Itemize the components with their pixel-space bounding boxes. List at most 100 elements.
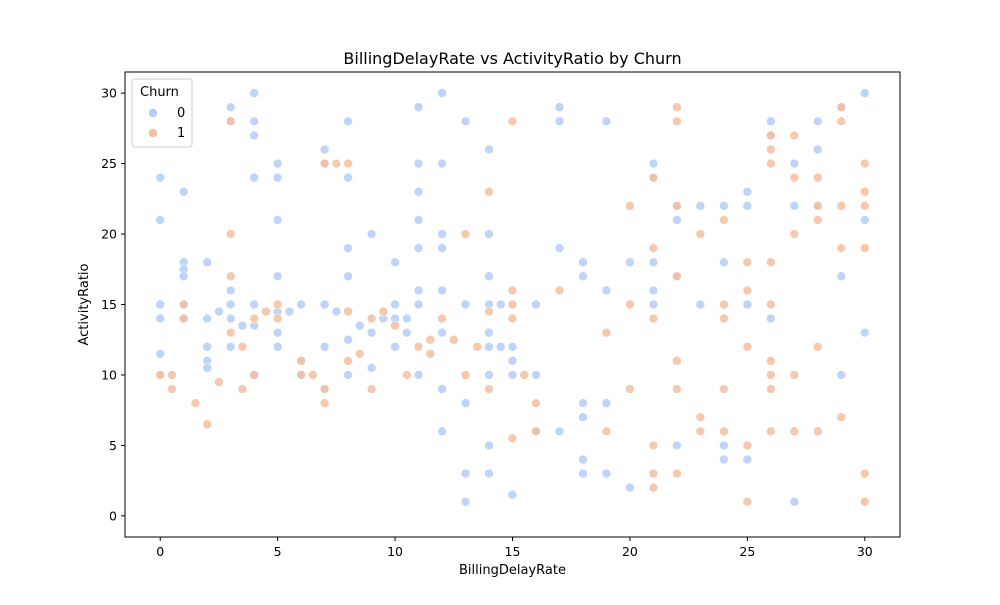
scatter-point-churn-1	[308, 370, 318, 380]
scatter-point-churn-1	[812, 201, 823, 211]
scatter-point-churn-0	[578, 257, 588, 268]
scatter-point-churn-1	[766, 384, 776, 394]
scatter-point-churn-1	[225, 327, 236, 338]
scatter-point-churn-1	[695, 229, 706, 239]
scatter-point-churn-0	[484, 271, 494, 282]
y-axis-label: ActivityRatio	[77, 263, 92, 345]
scatter-point-churn-0	[601, 116, 612, 127]
scatter-point-churn-0	[554, 102, 565, 113]
scatter-point-churn-0	[319, 341, 330, 352]
scatter-point-churn-0	[390, 257, 400, 268]
scatter-point-churn-0	[413, 299, 424, 310]
scatter-point-churn-0	[672, 440, 682, 451]
scatter-point-churn-1	[742, 440, 753, 451]
scatter-point-churn-0	[578, 468, 588, 479]
scatter-point-churn-0	[460, 468, 471, 479]
x-tick-label: 5	[274, 544, 282, 559]
y-tick-label: 15	[101, 297, 117, 312]
legend-title: Churn	[140, 85, 179, 100]
scatter-point-churn-0	[413, 186, 424, 197]
scatter-point-churn-0	[272, 215, 283, 225]
scatter-point-churn-1	[789, 229, 800, 239]
scatter-point-churn-0	[402, 313, 412, 324]
scatter-point-churn-0	[225, 102, 236, 113]
scatter-point-churn-0	[214, 306, 224, 317]
scatter-point-churn-1	[648, 468, 659, 479]
scatter-point-churn-0	[531, 370, 541, 380]
scatter-point-churn-1	[672, 356, 682, 366]
scatter-point-churn-1	[249, 370, 259, 380]
scatter-point-churn-0	[812, 144, 823, 155]
legend-label-churn-1: 1	[177, 126, 185, 141]
scatter-point-churn-1	[225, 271, 236, 282]
scatter-point-churn-1	[425, 349, 436, 359]
scatter-point-churn-1	[507, 285, 518, 296]
legend-marker-churn-0	[148, 108, 158, 118]
scatter-point-churn-0	[272, 327, 283, 338]
scatter-point-churn-1	[425, 334, 436, 345]
scatter-point-churn-0	[272, 172, 283, 183]
scatter-point-churn-1	[214, 377, 224, 387]
scatter-point-churn-1	[507, 116, 518, 127]
scatter-point-churn-0	[789, 201, 800, 211]
plot-area	[124, 71, 901, 538]
scatter-point-churn-0	[460, 496, 471, 507]
scatter-point-churn-0	[272, 271, 283, 282]
scatter-point-churn-0	[484, 327, 494, 338]
scatter-point-churn-0	[507, 489, 518, 500]
scatter-point-churn-1	[742, 285, 753, 296]
scatter-point-churn-1	[167, 384, 177, 394]
scatter-point-churn-0	[202, 313, 212, 324]
scatter-point-churn-1	[343, 158, 353, 169]
scatter-point-churn-0	[836, 370, 847, 380]
scatter-point-churn-0	[859, 88, 870, 98]
scatter-point-churn-1	[766, 130, 776, 141]
scatter-point-churn-0	[554, 426, 565, 437]
scatter-point-churn-1	[402, 370, 412, 380]
scatter-point-churn-1	[648, 313, 659, 324]
scatter-point-churn-0	[507, 356, 518, 366]
scatter-point-churn-1	[766, 144, 776, 155]
scatter-point-churn-0	[437, 285, 447, 296]
scatter-point-churn-0	[484, 341, 494, 352]
legend-label-churn-0: 0	[177, 106, 185, 121]
scatter-point-churn-0	[742, 186, 753, 197]
scatter-point-churn-0	[319, 144, 330, 155]
scatter-point-churn-1	[531, 426, 541, 437]
scatter-point-churn-0	[343, 334, 353, 345]
scatter-point-churn-0	[249, 299, 259, 310]
scatter-point-churn-0	[249, 130, 259, 141]
scatter-point-churn-1	[859, 201, 870, 211]
scatter-point-churn-1	[695, 412, 706, 423]
scatter-point-churn-0	[155, 299, 166, 310]
x-tick-label: 20	[622, 544, 638, 559]
scatter-point-churn-0	[249, 88, 259, 98]
x-axis: 0 5 10 15 20 25 30	[156, 537, 873, 559]
scatter-point-churn-1	[319, 384, 330, 394]
scatter-point-churn-1	[766, 426, 776, 437]
scatter-point-churn-1	[448, 334, 459, 345]
scatter-point-churn-1	[789, 426, 800, 437]
scatter-point-churn-0	[437, 158, 447, 169]
scatter-point-churn-1	[272, 299, 283, 310]
scatter-point-churn-1	[601, 426, 612, 437]
y-axis: 0 5 10 15 20 25 30	[101, 86, 125, 523]
scatter-point-churn-1	[766, 257, 776, 268]
scatter-point-churn-0	[343, 370, 353, 380]
scatter-point-churn-0	[390, 341, 400, 352]
scatter-point-churn-1	[859, 496, 870, 507]
scatter-point-churn-0	[859, 327, 870, 338]
scatter-point-churn-1	[261, 306, 271, 317]
scatter-point-churn-1	[507, 313, 518, 324]
scatter-point-churn-1	[766, 158, 776, 169]
scatter-point-churn-1	[366, 384, 377, 394]
scatter-point-churn-0	[578, 271, 588, 282]
scatter-point-churn-0	[460, 398, 471, 408]
y-tick-label: 10	[101, 367, 117, 382]
scatter-point-churn-1	[789, 172, 800, 183]
scatter-point-churn-1	[249, 313, 259, 324]
scatter-point-churn-1	[167, 370, 177, 380]
scatter-point-churn-1	[413, 341, 424, 352]
scatter-point-churn-1	[719, 215, 729, 225]
